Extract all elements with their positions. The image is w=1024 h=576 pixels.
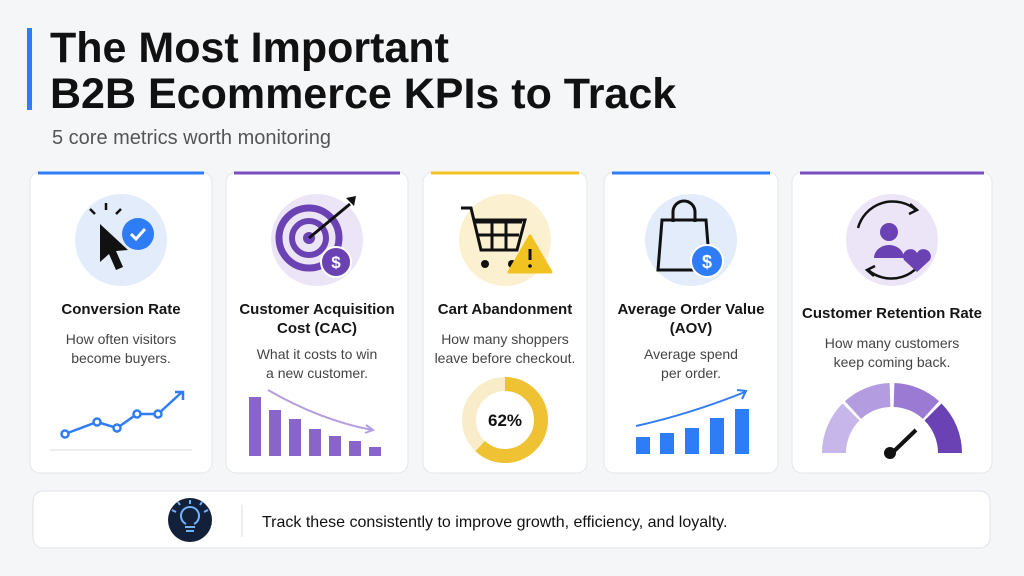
card-title: (AOV) [670,320,713,337]
card: Customer Retention Rate How many custome… [791,171,993,474]
card-title: Customer Retention Rate [802,305,982,322]
card: Cart Abandonment How many shoppers leave… [422,171,588,474]
footer: Track these consistently to improve grow… [32,490,991,549]
donut-label: 62% [488,411,522,430]
card-description: keep coming back. [834,354,951,370]
card-description: become buyers. [71,350,171,366]
card: $ Customer Acquisition Cost (CAC) What i… [225,171,409,474]
donut-arc [462,377,548,463]
subtitle: 5 core metrics worth monitoring [52,127,331,149]
card-description: per order. [661,365,721,381]
title-line: B2B Ecommerce KPIs to Track [50,70,676,118]
card: $ Average Order Value (AOV) Average spen… [603,171,779,474]
card-description: How many customers [825,335,960,351]
footer-text: Track these consistently to improve grow… [262,514,727,531]
card: Conversion Rate How often visitors becom… [29,171,213,474]
card-description: leave before checkout. [435,350,576,366]
card-description: a new customer. [266,365,368,381]
card-title: Average Order Value [617,301,764,318]
card-description: How many shoppers [441,331,569,347]
card-description: What it costs to win [257,346,378,362]
svg-text:$: $ [331,253,341,272]
card-title: Cart Abandonment [438,301,572,318]
title-line: The Most Important [50,24,449,72]
card-description: Average spend [644,346,738,362]
card-title: Cost (CAC) [277,320,357,337]
accent-bar [27,28,32,110]
card-description: How often visitors [66,331,176,347]
svg-text:$: $ [702,252,712,272]
card-title: Customer Acquisition [239,301,394,318]
card-title: Conversion Rate [61,301,180,318]
